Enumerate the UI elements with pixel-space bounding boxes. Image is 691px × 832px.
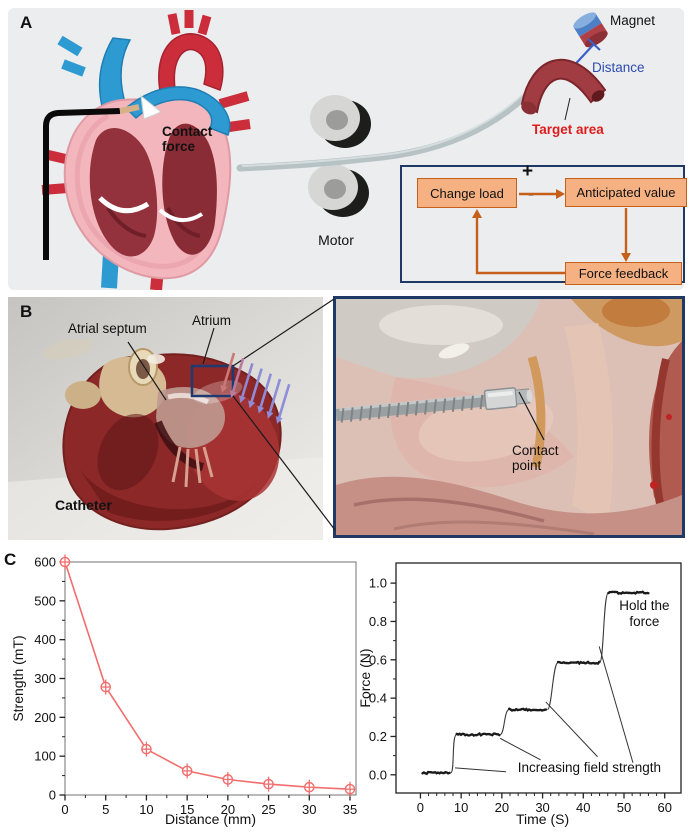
panel-c-label: C [4,550,17,569]
x-tick-label: 15 [180,802,194,817]
y-tick-label: 500 [34,593,56,608]
y-tick-label: 0.6 [369,652,387,667]
heart-illustration [41,10,251,290]
magnetic-field-arrows [220,352,291,424]
annotation-leader-line [499,737,541,761]
distance-label: Distance [592,60,645,75]
atrium-highlight-box [190,364,235,398]
x-tick-label: 10 [139,802,153,817]
x-tick-label: 35 [343,802,357,817]
panel-c: C 0 5 10 15 20 25 30 35 0 100 200 300 400 500 600 Dista… [0,545,691,832]
atrial-septum-leader-line [127,341,167,401]
x-tick-label: 5 [102,802,109,817]
y-tick-label: 200 [34,710,56,725]
x-tick-label: 0 [417,800,424,815]
flowchart-force-feedback-box: Force feedback [565,262,682,285]
x-tick-label: 30 [535,800,549,815]
contact-closeup-photo [333,296,685,538]
motor-graphic [236,73,548,217]
y-tick-label: 100 [34,749,56,764]
y-tick-label: 0.0 [369,767,387,782]
catheter-label: Catheter [55,497,112,513]
flowchart-arrows [472,189,631,275]
specimen-graphic [62,348,282,531]
x-tick-label: 25 [261,802,275,817]
strength-series-line [64,561,351,790]
hold-the-force-annotation: Hold the [619,598,669,613]
annotation-leader-line [454,767,506,773]
panel-b-label: B [20,302,33,321]
y-tick-label: 0 [49,788,56,803]
magnet-label: Magnet [610,13,656,28]
x-tick-label: 10 [454,800,468,815]
increasing-field-strength-annotation: Increasing field strength [518,760,661,775]
annotation-leader-line [598,646,634,763]
motor-label: Motor [318,232,354,248]
force-plateau [556,660,601,666]
target-area-graphic [520,58,607,121]
force-plateau [607,590,650,596]
y-tick-label: 1.0 [369,576,387,591]
force-step-transition [450,733,458,774]
contact-point-label: Contact point [512,443,559,474]
atrium-leader-line [202,327,215,365]
hold-the-force-annotation: force [629,614,659,629]
feedback-flowchart: Change load Anticipated value Force feed… [400,161,687,285]
contact-force-label: Contact force [162,124,213,155]
x-tick-label: 30 [302,802,316,817]
force-plateau [421,770,451,776]
atrial-septum-label: Atrial septum [68,321,147,336]
panel-a-illustration [41,10,608,290]
panel-a-label: A [20,13,33,32]
magnet-graphic [573,12,608,48]
x-tick-label: 50 [617,800,631,815]
contact-point-leader-line [518,391,545,441]
panel-b-overlay [127,298,545,531]
force-step-transition [599,592,610,664]
x-tick-label: 20 [221,802,235,817]
flowchart-anticipated-value-box: Anticipated value [565,178,687,207]
atrium-label: Atrium [192,313,232,328]
x-tick-label: 0 [61,802,68,817]
force-step-transition [546,662,559,711]
y-tick-label: 0.2 [369,729,387,744]
panel-a: A Contact force Motor Magnet Distance Ta… [8,8,687,290]
catheter-tip-graphic [336,387,533,423]
y-tick-label: 300 [34,671,56,686]
catheter-graphic [43,108,121,260]
annotation-leader-line [545,701,598,758]
y-tick-label: 600 [34,555,56,570]
force-plateau [508,707,548,713]
x-tick-label: 60 [657,800,671,815]
force-plateau [455,732,501,737]
zoom-leader-line-top [232,298,335,367]
heart-specimen-photo [8,297,323,540]
x-tick-label: 20 [495,800,509,815]
y-tick-label: 0.8 [369,614,387,629]
plus-sign: + [522,161,534,182]
target-area-label: Target area [532,122,604,137]
strength-axis-label: Strength (mT) [10,635,26,721]
contact-force-arrow [140,94,162,120]
y-tick-label: 0.4 [369,691,387,706]
panel-b: B Atrial septum Atrium Catheter Contact … [0,290,691,545]
y-tick-label: 400 [34,632,56,647]
strength-vs-distance-chart: 0 5 10 15 20 25 30 35 0 100 200 300 400 500 600 Distanc… [10,554,357,827]
force-step-transition [499,709,510,736]
time-axis-label: Time (S) [516,811,569,827]
x-tick-label: 40 [576,800,590,815]
zoom-leader-line-bottom [232,395,336,531]
force-axis-label: Force (N) [358,648,373,707]
force-vs-time-chart: 0 10 20 30 40 50 60 0.0 0.2 0.4 0.6 0.8 1.0 Time (S) F… [358,562,682,827]
catheter-tube-graphic [236,73,548,172]
distance-axis-label: Distance (mm) [165,811,256,827]
flowchart-change-load-box: Change load [417,178,517,208]
